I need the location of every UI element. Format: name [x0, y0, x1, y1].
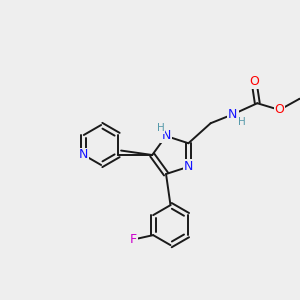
Text: H: H — [238, 117, 246, 127]
Text: N: N — [184, 160, 193, 173]
Text: F: F — [130, 233, 137, 246]
Text: O: O — [249, 74, 259, 88]
Text: N: N — [161, 130, 171, 142]
Text: N: N — [79, 148, 88, 161]
Text: H: H — [157, 123, 164, 133]
Text: N: N — [228, 108, 238, 121]
Text: O: O — [274, 103, 284, 116]
